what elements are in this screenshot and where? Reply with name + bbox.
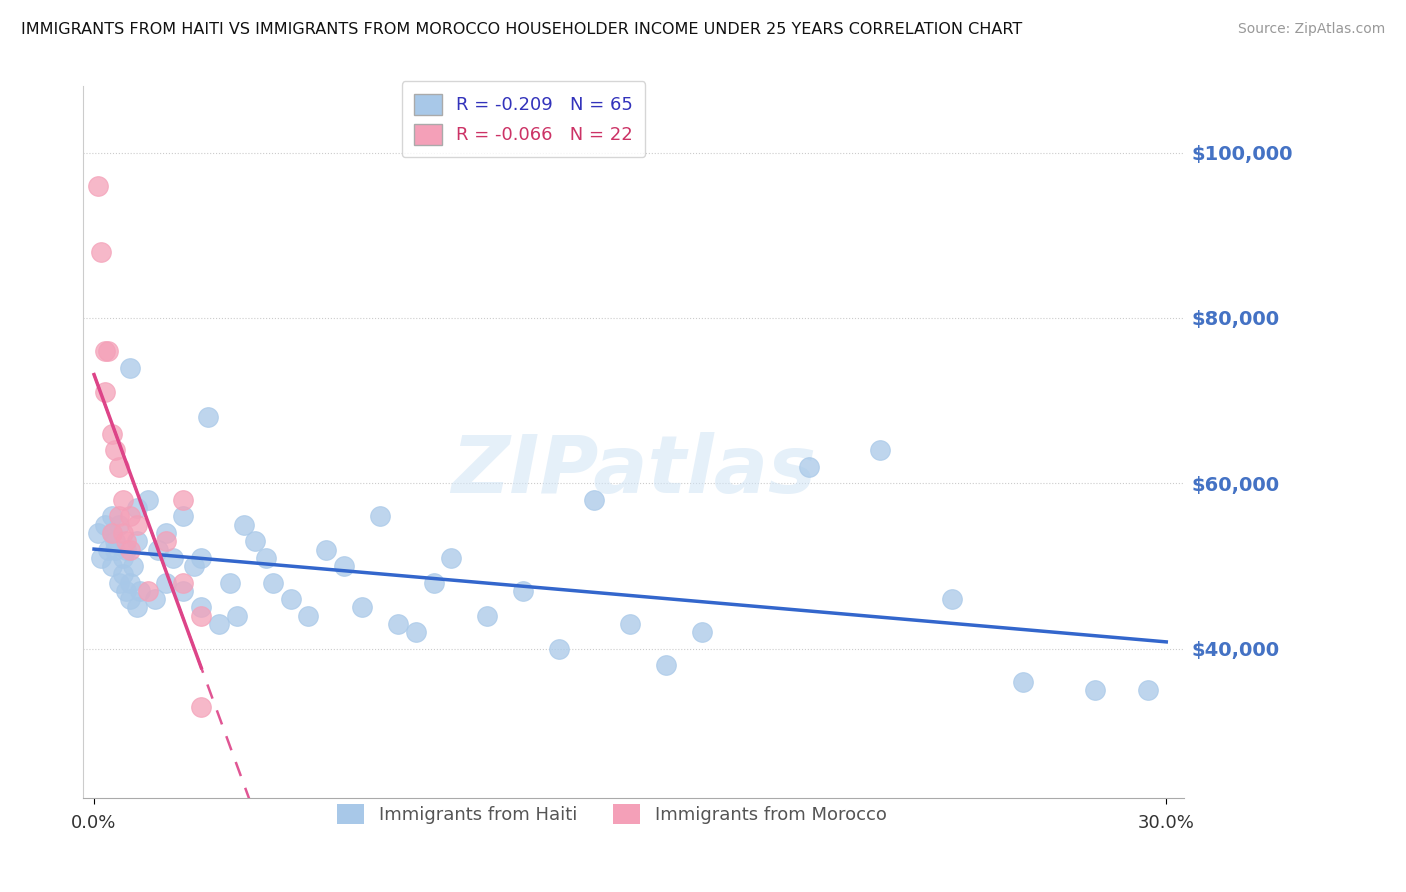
Point xyxy=(101,559,124,574)
Text: Source: ZipAtlas.com: Source: ZipAtlas.com xyxy=(1237,22,1385,37)
Point xyxy=(86,526,108,541)
Point xyxy=(172,492,194,507)
Point xyxy=(129,583,152,598)
Point xyxy=(136,492,159,507)
Point xyxy=(90,550,112,565)
Point xyxy=(108,459,131,474)
Point xyxy=(155,575,177,590)
Point xyxy=(104,443,127,458)
Point xyxy=(125,517,148,532)
Point xyxy=(108,517,131,532)
Point xyxy=(512,583,534,598)
Point xyxy=(1012,674,1035,689)
Point xyxy=(101,526,124,541)
Point xyxy=(297,608,319,623)
Point xyxy=(197,410,219,425)
Point xyxy=(94,344,117,359)
Point xyxy=(1084,683,1107,698)
Point xyxy=(869,443,891,458)
Point xyxy=(941,592,963,607)
Point xyxy=(208,617,231,632)
Point xyxy=(101,509,124,524)
Point xyxy=(368,509,391,524)
Point xyxy=(118,542,141,557)
Point xyxy=(1137,683,1160,698)
Point xyxy=(233,517,256,532)
Point xyxy=(315,542,337,557)
Point xyxy=(226,608,249,623)
Point xyxy=(655,658,678,673)
Point xyxy=(333,559,356,574)
Point xyxy=(97,344,120,359)
Point xyxy=(440,550,463,565)
Point xyxy=(101,526,124,541)
Point xyxy=(172,583,194,598)
Point xyxy=(477,608,499,623)
Point xyxy=(619,617,641,632)
Text: ZIPatlas: ZIPatlas xyxy=(451,432,817,509)
Point xyxy=(86,178,108,193)
Point xyxy=(118,509,141,524)
Point xyxy=(94,385,117,400)
Point xyxy=(111,567,134,582)
Point xyxy=(387,617,409,632)
Point xyxy=(143,592,166,607)
Point xyxy=(190,608,212,623)
Point xyxy=(797,459,820,474)
Point xyxy=(155,534,177,549)
Point xyxy=(101,426,124,441)
Point xyxy=(583,492,606,507)
Point xyxy=(111,492,134,507)
Point xyxy=(172,575,194,590)
Point xyxy=(125,501,148,516)
Point xyxy=(125,534,148,549)
Point xyxy=(148,542,170,557)
Point xyxy=(94,517,117,532)
Point xyxy=(108,509,131,524)
Point xyxy=(90,244,112,259)
Point xyxy=(405,625,427,640)
Point xyxy=(190,699,212,714)
Point xyxy=(254,550,277,565)
Point xyxy=(111,550,134,565)
Point xyxy=(125,600,148,615)
Point xyxy=(190,600,212,615)
Point xyxy=(183,559,205,574)
Point xyxy=(218,575,240,590)
Point xyxy=(115,534,138,549)
Point xyxy=(97,542,120,557)
Point xyxy=(547,641,569,656)
Point xyxy=(422,575,444,590)
Legend: Immigrants from Haiti, Immigrants from Morocco: Immigrants from Haiti, Immigrants from M… xyxy=(330,797,894,831)
Point xyxy=(690,625,713,640)
Point xyxy=(108,575,131,590)
Point xyxy=(104,534,127,549)
Point xyxy=(122,559,145,574)
Point xyxy=(172,509,194,524)
Point xyxy=(104,542,127,557)
Point xyxy=(352,600,374,615)
Point xyxy=(118,592,141,607)
Point xyxy=(115,542,138,557)
Point xyxy=(262,575,284,590)
Point xyxy=(118,575,141,590)
Point xyxy=(136,583,159,598)
Point xyxy=(280,592,302,607)
Text: IMMIGRANTS FROM HAITI VS IMMIGRANTS FROM MOROCCO HOUSEHOLDER INCOME UNDER 25 YEA: IMMIGRANTS FROM HAITI VS IMMIGRANTS FROM… xyxy=(21,22,1022,37)
Point xyxy=(162,550,184,565)
Point xyxy=(115,583,138,598)
Point xyxy=(118,360,141,375)
Point xyxy=(243,534,266,549)
Point xyxy=(190,550,212,565)
Point xyxy=(111,526,134,541)
Point xyxy=(155,526,177,541)
